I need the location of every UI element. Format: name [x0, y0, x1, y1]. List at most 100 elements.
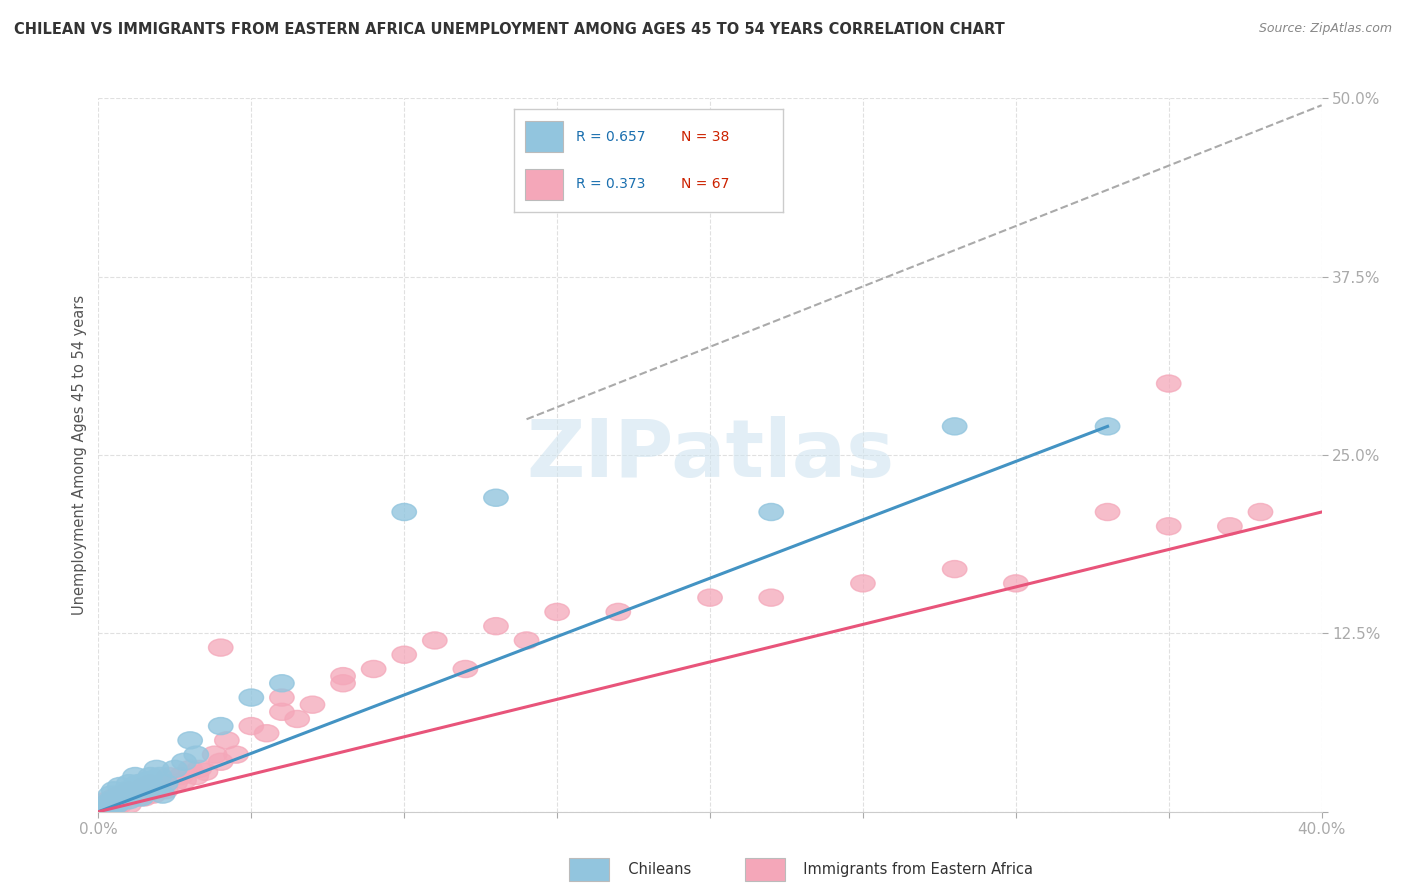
Ellipse shape [120, 789, 145, 806]
Ellipse shape [89, 799, 114, 816]
Ellipse shape [135, 772, 160, 789]
Text: CHILEAN VS IMMIGRANTS FROM EASTERN AFRICA UNEMPLOYMENT AMONG AGES 45 TO 54 YEARS: CHILEAN VS IMMIGRANTS FROM EASTERN AFRIC… [14, 22, 1005, 37]
Ellipse shape [163, 774, 187, 792]
Ellipse shape [153, 774, 179, 792]
Ellipse shape [423, 632, 447, 649]
Ellipse shape [138, 774, 163, 792]
Ellipse shape [330, 674, 356, 692]
Ellipse shape [101, 781, 127, 799]
Ellipse shape [184, 746, 208, 764]
Ellipse shape [132, 778, 156, 795]
Ellipse shape [104, 793, 129, 810]
Ellipse shape [697, 589, 723, 607]
Ellipse shape [1218, 517, 1241, 535]
Ellipse shape [1095, 417, 1119, 435]
Ellipse shape [484, 489, 508, 507]
Ellipse shape [108, 796, 132, 814]
Ellipse shape [93, 796, 117, 814]
Ellipse shape [86, 803, 111, 821]
Ellipse shape [239, 717, 263, 735]
Ellipse shape [145, 778, 169, 795]
Ellipse shape [202, 746, 226, 764]
Ellipse shape [392, 646, 416, 664]
Ellipse shape [127, 774, 150, 792]
Ellipse shape [96, 792, 120, 809]
Ellipse shape [117, 781, 141, 799]
Ellipse shape [208, 639, 233, 657]
Ellipse shape [101, 789, 127, 806]
Ellipse shape [127, 789, 150, 806]
Ellipse shape [285, 710, 309, 728]
Ellipse shape [1004, 574, 1028, 592]
Ellipse shape [117, 796, 141, 814]
Ellipse shape [453, 660, 478, 678]
Ellipse shape [104, 796, 129, 814]
Ellipse shape [120, 781, 145, 799]
Ellipse shape [1157, 375, 1181, 392]
Ellipse shape [759, 503, 783, 521]
Ellipse shape [129, 781, 153, 799]
Ellipse shape [114, 781, 138, 799]
Ellipse shape [851, 574, 875, 592]
Ellipse shape [141, 781, 166, 799]
Ellipse shape [193, 764, 218, 780]
Ellipse shape [96, 800, 120, 817]
Ellipse shape [114, 789, 138, 806]
Ellipse shape [330, 667, 356, 685]
Ellipse shape [148, 781, 172, 799]
Ellipse shape [254, 724, 278, 742]
Ellipse shape [98, 796, 122, 814]
Ellipse shape [138, 767, 163, 785]
Ellipse shape [117, 792, 141, 809]
Ellipse shape [1157, 517, 1181, 535]
Ellipse shape [1095, 503, 1119, 521]
Text: Chileans: Chileans [619, 863, 690, 877]
Ellipse shape [179, 760, 202, 778]
Ellipse shape [108, 778, 132, 795]
Y-axis label: Unemployment Among Ages 45 to 54 years: Unemployment Among Ages 45 to 54 years [72, 295, 87, 615]
Ellipse shape [942, 417, 967, 435]
Ellipse shape [270, 689, 294, 706]
Ellipse shape [108, 792, 132, 809]
Ellipse shape [117, 774, 141, 792]
Text: Source: ZipAtlas.com: Source: ZipAtlas.com [1258, 22, 1392, 36]
Ellipse shape [132, 778, 156, 795]
Ellipse shape [89, 803, 114, 821]
Ellipse shape [392, 503, 416, 521]
Ellipse shape [156, 767, 181, 785]
Ellipse shape [108, 786, 132, 803]
Ellipse shape [179, 731, 202, 749]
Ellipse shape [111, 792, 135, 809]
Ellipse shape [224, 746, 249, 764]
Ellipse shape [1249, 503, 1272, 521]
Text: Immigrants from Eastern Africa: Immigrants from Eastern Africa [794, 863, 1033, 877]
Ellipse shape [93, 796, 117, 814]
Ellipse shape [101, 796, 127, 814]
Ellipse shape [122, 767, 148, 785]
Ellipse shape [187, 760, 211, 778]
Ellipse shape [150, 786, 174, 803]
Ellipse shape [942, 560, 967, 578]
Ellipse shape [208, 717, 233, 735]
Ellipse shape [122, 785, 148, 802]
Ellipse shape [145, 760, 169, 778]
Ellipse shape [135, 781, 160, 799]
Ellipse shape [172, 753, 197, 771]
Ellipse shape [111, 789, 135, 806]
Ellipse shape [361, 660, 385, 678]
Ellipse shape [208, 753, 233, 771]
Ellipse shape [606, 603, 630, 621]
Ellipse shape [101, 799, 127, 816]
Ellipse shape [546, 603, 569, 621]
Ellipse shape [301, 696, 325, 714]
Ellipse shape [184, 767, 208, 785]
Ellipse shape [96, 799, 120, 816]
Ellipse shape [98, 786, 122, 803]
Ellipse shape [484, 617, 508, 635]
Ellipse shape [172, 772, 197, 789]
Ellipse shape [98, 792, 122, 809]
Ellipse shape [141, 786, 166, 803]
Ellipse shape [150, 774, 174, 792]
Text: ZIPatlas: ZIPatlas [526, 416, 894, 494]
Ellipse shape [148, 767, 172, 785]
